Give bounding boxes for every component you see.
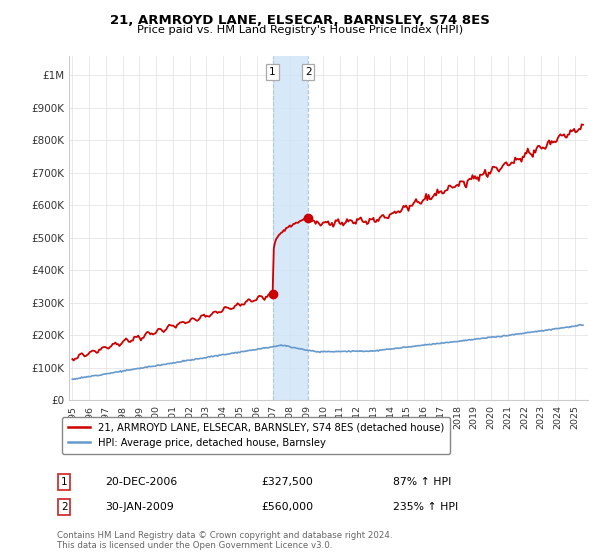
Text: Contains HM Land Registry data © Crown copyright and database right 2024.
This d: Contains HM Land Registry data © Crown c…: [57, 531, 392, 550]
Text: £560,000: £560,000: [261, 502, 313, 512]
Text: Price paid vs. HM Land Registry's House Price Index (HPI): Price paid vs. HM Land Registry's House …: [137, 25, 463, 35]
Bar: [272, 56, 308, 400]
Text: 2: 2: [305, 67, 311, 77]
Text: 21, ARMROYD LANE, ELSECAR, BARNSLEY, S74 8ES: 21, ARMROYD LANE, ELSECAR, BARNSLEY, S74…: [110, 14, 490, 27]
Legend: 21, ARMROYD LANE, ELSECAR, BARNSLEY, S74 8ES (detached house), HPI: Average pric: 21, ARMROYD LANE, ELSECAR, BARNSLEY, S74…: [62, 417, 450, 454]
Text: 20-DEC-2006: 20-DEC-2006: [105, 477, 177, 487]
Text: £327,500: £327,500: [261, 477, 313, 487]
Text: 30-JAN-2009: 30-JAN-2009: [105, 502, 174, 512]
Text: 2: 2: [61, 502, 68, 512]
Text: 1: 1: [269, 67, 276, 77]
Text: 1: 1: [61, 477, 68, 487]
Text: 235% ↑ HPI: 235% ↑ HPI: [393, 502, 458, 512]
Text: 87% ↑ HPI: 87% ↑ HPI: [393, 477, 451, 487]
